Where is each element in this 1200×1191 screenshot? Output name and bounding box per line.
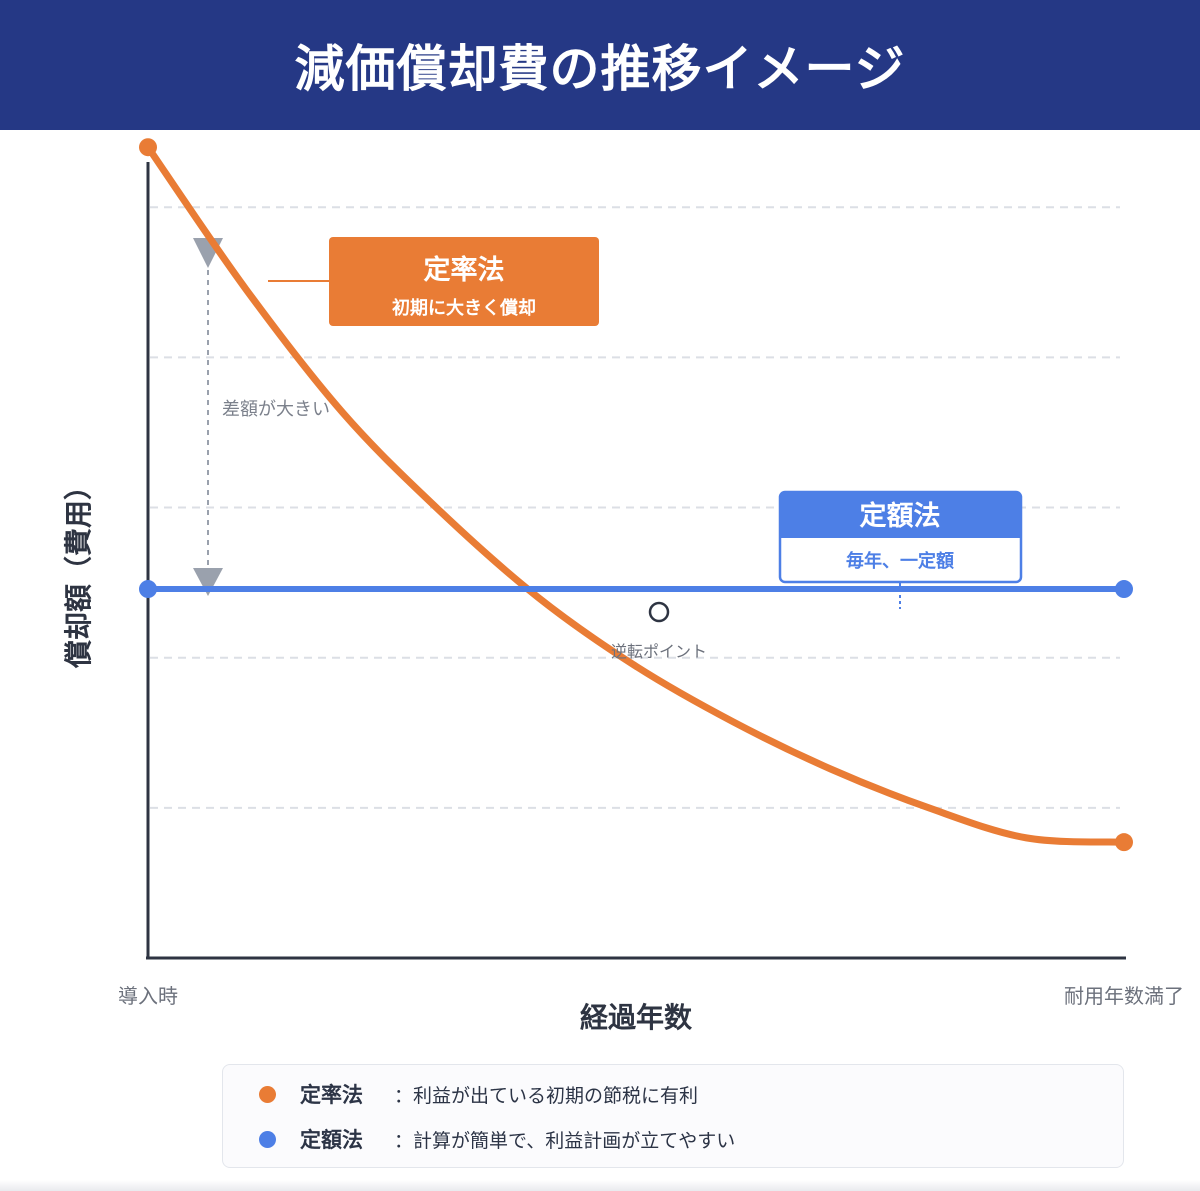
series (139, 138, 1133, 852)
legend-desc-straight: ：計算が簡単で、利益計画が立てやすい (394, 1129, 736, 1152)
series-point-declining-end (1115, 833, 1133, 852)
legend-desc-declining: ：利益が出ている初期の節税に有利 (394, 1084, 699, 1107)
crossover-label: 逆転ポイント (611, 642, 707, 661)
legend-item-straight: 定額法 ：計算が簡単で、利益計画が立てやすい (259, 1124, 735, 1154)
series-point-straight-start (139, 580, 157, 599)
declining-callout-box (329, 237, 599, 326)
x-axis-title: 経過年数 (580, 1001, 693, 1034)
y-axis-title: 償却額（費用） (62, 472, 95, 669)
axes (146, 162, 1126, 960)
legend-name-declining: 定率法 (300, 1083, 363, 1107)
bottom-shade (0, 1180, 1200, 1191)
annotations: 差額が大きい 定率法 初期に大きく償却 定額法 毎年、一定額 (193, 237, 1023, 609)
grid-lines (150, 206, 1120, 809)
series-point-straight-end (1115, 580, 1133, 599)
legend-name-straight: 定額法 (300, 1128, 363, 1152)
x-tick-label-start: 導入時 (118, 984, 178, 1008)
page-title: 減価償却費の推移イメージ (294, 40, 906, 98)
straight-callout-header (780, 492, 1021, 538)
header-banner: 減価償却費の推移イメージ (0, 0, 1200, 130)
marks: 逆転ポイント (611, 601, 707, 661)
legend-dot-declining (259, 1085, 276, 1103)
diff-label: 差額が大きい (222, 399, 330, 420)
declining-callout-title: 定率法 (424, 254, 505, 286)
straight-callout-title: 定額法 (860, 500, 941, 532)
series-line-declining (144, 143, 1128, 846)
legend-item-declining: 定率法 ：利益が出ている初期の節税に有利 (259, 1079, 698, 1109)
x-tick-label-end: 耐用年数満了 (1064, 984, 1184, 1008)
diff-arrow-bottom-icon (193, 568, 223, 596)
axis-labels: 導入時 耐用年数満了 経過年数 償却額（費用） (62, 472, 1184, 1034)
legend-dot-straight (259, 1130, 276, 1148)
legend-box: 定率法 ：利益が出ている初期の節税に有利 定額法 ：計算が簡単で、利益計画が立て… (222, 1064, 1124, 1168)
series-point-declining-start (139, 138, 157, 157)
declining-callout-subtitle: 初期に大きく償却 (392, 297, 536, 319)
crossover-point (648, 601, 670, 623)
straight-callout-subtitle: 毎年、一定額 (846, 550, 954, 572)
